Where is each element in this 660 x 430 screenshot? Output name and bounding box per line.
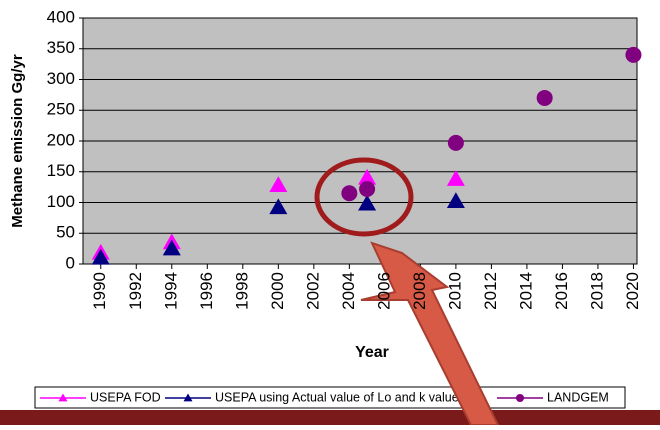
x-tick-label: 2008: [410, 272, 429, 310]
x-tick-label: 2006: [374, 272, 393, 310]
footer-band: [0, 410, 660, 425]
x-tick-label: 2020: [623, 272, 642, 310]
point: [358, 168, 377, 185]
y-axis-title: Methane emission Gg/yr: [9, 54, 26, 228]
point: [625, 46, 642, 63]
legend-label: LANDGEM: [547, 390, 609, 404]
x-tick-label: 2000: [268, 272, 287, 310]
y-tick-label: 350: [47, 38, 75, 57]
point: [269, 176, 288, 193]
x-tick-label: 2016: [552, 272, 571, 310]
x-tick-label: 2018: [587, 272, 606, 310]
x-axis-title: Year: [355, 344, 389, 361]
legend-label: USEPA using Actual value of Lo and k val…: [215, 390, 459, 404]
point: [341, 185, 358, 202]
arrow: [360, 241, 500, 426]
x-tick-label: 1998: [232, 272, 251, 310]
point: [447, 134, 464, 151]
x-tick-label: 1996: [197, 272, 216, 310]
y-tick-label: 100: [47, 192, 75, 211]
point: [446, 192, 465, 209]
x-tick-label: 1992: [126, 272, 145, 310]
point: [358, 194, 377, 211]
grid: [79, 17, 637, 269]
y-tick-label: 200: [47, 130, 75, 149]
y-tick-label: 50: [56, 223, 75, 242]
highlight-ellipse: [314, 157, 414, 237]
y-tick-label: 0: [66, 253, 75, 272]
legend-marker: [58, 393, 68, 402]
x-tick-label: 1994: [161, 272, 180, 310]
legend-items: USEPA FOD USEPA using Actual value of Lo …: [40, 390, 609, 404]
x-tick-label: 2012: [481, 272, 500, 310]
point: [446, 170, 465, 186]
point: [269, 198, 288, 215]
x-tick-label: 2004: [339, 272, 358, 310]
point: [359, 180, 376, 197]
x-tick-label: 1990: [90, 272, 109, 310]
x-tick-label: 2010: [445, 272, 464, 310]
marks: [91, 46, 642, 265]
y-tick-label: 300: [47, 69, 75, 88]
y-tick-label: 250: [47, 100, 75, 119]
point: [91, 248, 110, 265]
legend-label: USEPA FOD: [90, 390, 161, 404]
y-tick-label: 400: [47, 7, 75, 26]
point: [536, 89, 553, 106]
x-tick-label: 2002: [303, 272, 322, 310]
y-tick-label: 150: [47, 161, 75, 180]
legend-marker: [183, 393, 193, 402]
x-tick-label: 2014: [516, 272, 535, 310]
point: [162, 239, 181, 256]
legend-marker: [516, 394, 524, 402]
